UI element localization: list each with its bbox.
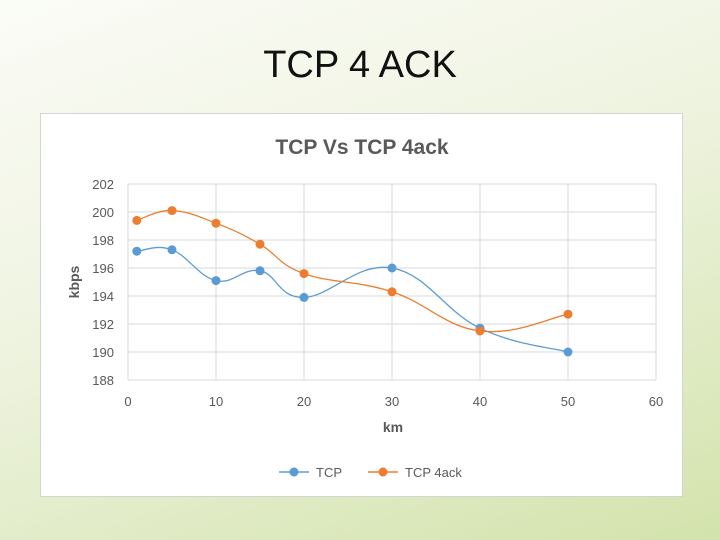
y-axis-label: kbps <box>66 265 82 298</box>
line-chart: TCP Vs TCP 4ack 188190192194196198200202… <box>66 136 663 480</box>
x-tick-label: 30 <box>385 394 399 409</box>
y-tick-label: 200 <box>92 205 114 220</box>
series-line <box>136 209 569 333</box>
x-tick-label: 50 <box>561 394 575 409</box>
x-axis-label: km <box>383 419 403 435</box>
x-tick-label: 40 <box>473 394 487 409</box>
data-point <box>211 276 221 286</box>
data-point <box>255 239 265 249</box>
legend-item: TCP <box>279 465 342 480</box>
series-tcp-4ack <box>132 206 573 336</box>
data-point <box>167 245 177 255</box>
x-tick-label: 0 <box>124 394 131 409</box>
data-point <box>387 263 397 273</box>
data-point <box>563 309 573 319</box>
y-tick-label: 196 <box>92 261 114 276</box>
chart-title: TCP Vs TCP 4ack <box>275 136 448 159</box>
legend-label: TCP <box>316 465 342 480</box>
data-point <box>387 287 397 297</box>
series-tcp <box>132 245 573 357</box>
legend-label: TCP 4ack <box>405 465 462 480</box>
data-point <box>132 246 142 256</box>
data-point <box>299 269 309 279</box>
x-tick-labels: 0 10 20 30 40 50 60 <box>124 394 663 409</box>
chart-container: TCP Vs TCP 4ack 188 190 192 194 196 198 200 202… <box>40 113 683 497</box>
y-tick-label: 188 <box>92 373 114 388</box>
legend: TCP TCP 4ack <box>279 465 462 480</box>
data-point <box>299 292 309 302</box>
y-tick-labels: 188 190 192 194 196 198 200 202 <box>92 177 114 388</box>
data-point <box>167 206 177 216</box>
data-point <box>475 326 485 336</box>
data-point <box>255 266 265 276</box>
data-point <box>211 218 221 228</box>
y-tick-label: 198 <box>92 233 114 248</box>
legend-marker <box>289 467 299 477</box>
slide-title: TCP 4 ACK <box>263 44 457 86</box>
data-point <box>563 347 573 357</box>
data-point <box>132 215 142 225</box>
y-tick-label: 192 <box>92 317 114 332</box>
series-line <box>136 246 569 353</box>
series-lines <box>132 206 573 357</box>
x-tick-label: 60 <box>649 394 663 409</box>
legend-marker <box>378 467 388 477</box>
y-tick-label: 202 <box>92 177 114 192</box>
legend-item: TCP 4ack <box>368 465 462 480</box>
y-tick-label: 194 <box>92 289 114 304</box>
x-tick-label: 10 <box>209 394 223 409</box>
y-tick-label: 190 <box>92 345 114 360</box>
grid-lines <box>127 183 657 381</box>
x-tick-label: 20 <box>297 394 311 409</box>
